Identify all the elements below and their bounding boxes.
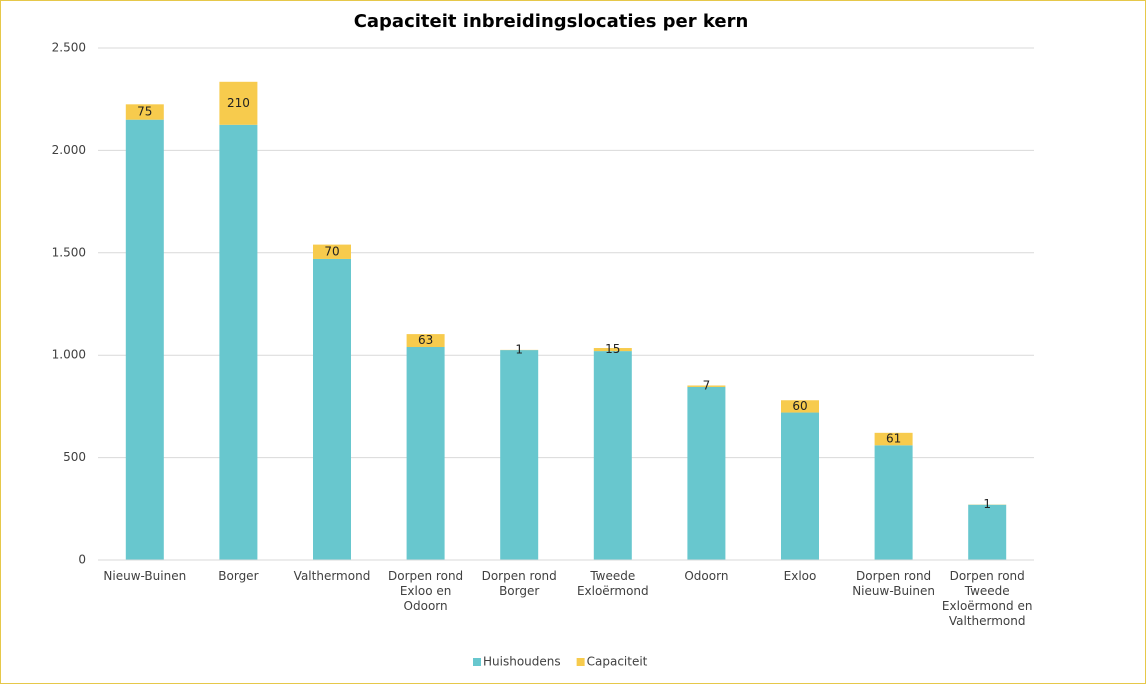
data-label: 15 — [605, 342, 620, 356]
data-label: 7 — [703, 379, 711, 393]
x-tick-label: Dorpen rond Tweede Exloërmond en Valther… — [941, 569, 1033, 628]
bar-segment — [874, 445, 913, 560]
y-tick-label: 500 — [63, 450, 86, 464]
chart-title: Capaciteit inbreidingslocaties per kern — [354, 11, 749, 32]
x-tick-label: Dorpen rond Nieuw-Buinen — [852, 569, 935, 598]
data-label: 75 — [137, 105, 152, 119]
bar-segment — [968, 504, 1007, 560]
legend-swatch — [473, 658, 481, 666]
data-label: 70 — [324, 244, 339, 258]
data-label: 60 — [792, 399, 807, 413]
bar-segment — [313, 244, 351, 259]
bar-segment — [125, 104, 164, 120]
y-tick-label: 2.000 — [52, 143, 86, 157]
bar-segment — [781, 412, 819, 560]
data-label: 210 — [227, 96, 250, 110]
data-label: 63 — [418, 333, 433, 347]
bar-segment — [406, 334, 445, 348]
legend-label: Huishoudens — [483, 655, 561, 669]
bar-segment — [687, 385, 726, 387]
x-tick-label: Tweede Exloërmond — [576, 569, 649, 598]
bar-segment — [874, 432, 913, 446]
legend-swatch — [576, 658, 585, 666]
bar-segment — [406, 347, 445, 560]
data-label: 1 — [515, 342, 523, 356]
bar-segment — [219, 124, 258, 561]
y-tick-label: 2.500 — [52, 41, 86, 55]
x-tick-label: Odoorn — [684, 569, 729, 583]
x-tick-label: Exloo — [783, 569, 817, 583]
bar-segment — [781, 400, 819, 413]
x-tick-label: Valthermond — [293, 569, 371, 583]
x-tick-label: Dorpen rond Borger — [481, 569, 557, 598]
bar-segment — [313, 258, 351, 560]
x-tick-label: Nieuw-Buinen — [103, 569, 187, 583]
x-tick-label: Dorpen rond Exloo en Odoorn — [388, 569, 464, 613]
data-label: 1 — [983, 497, 991, 511]
bar-segment — [593, 348, 632, 352]
y-tick-label: 0 — [78, 553, 86, 567]
data-label: 61 — [886, 432, 901, 446]
bar-segment — [219, 81, 258, 125]
bar-segment — [687, 386, 726, 560]
bar-segment — [593, 351, 632, 560]
legend-label: Capaciteit — [587, 655, 648, 669]
y-tick-label: 1.000 — [52, 348, 86, 362]
bar-segment — [125, 119, 164, 561]
y-tick-label: 1.500 — [52, 245, 86, 259]
bar-segment — [500, 350, 539, 560]
x-tick-label: Borger — [218, 569, 259, 583]
